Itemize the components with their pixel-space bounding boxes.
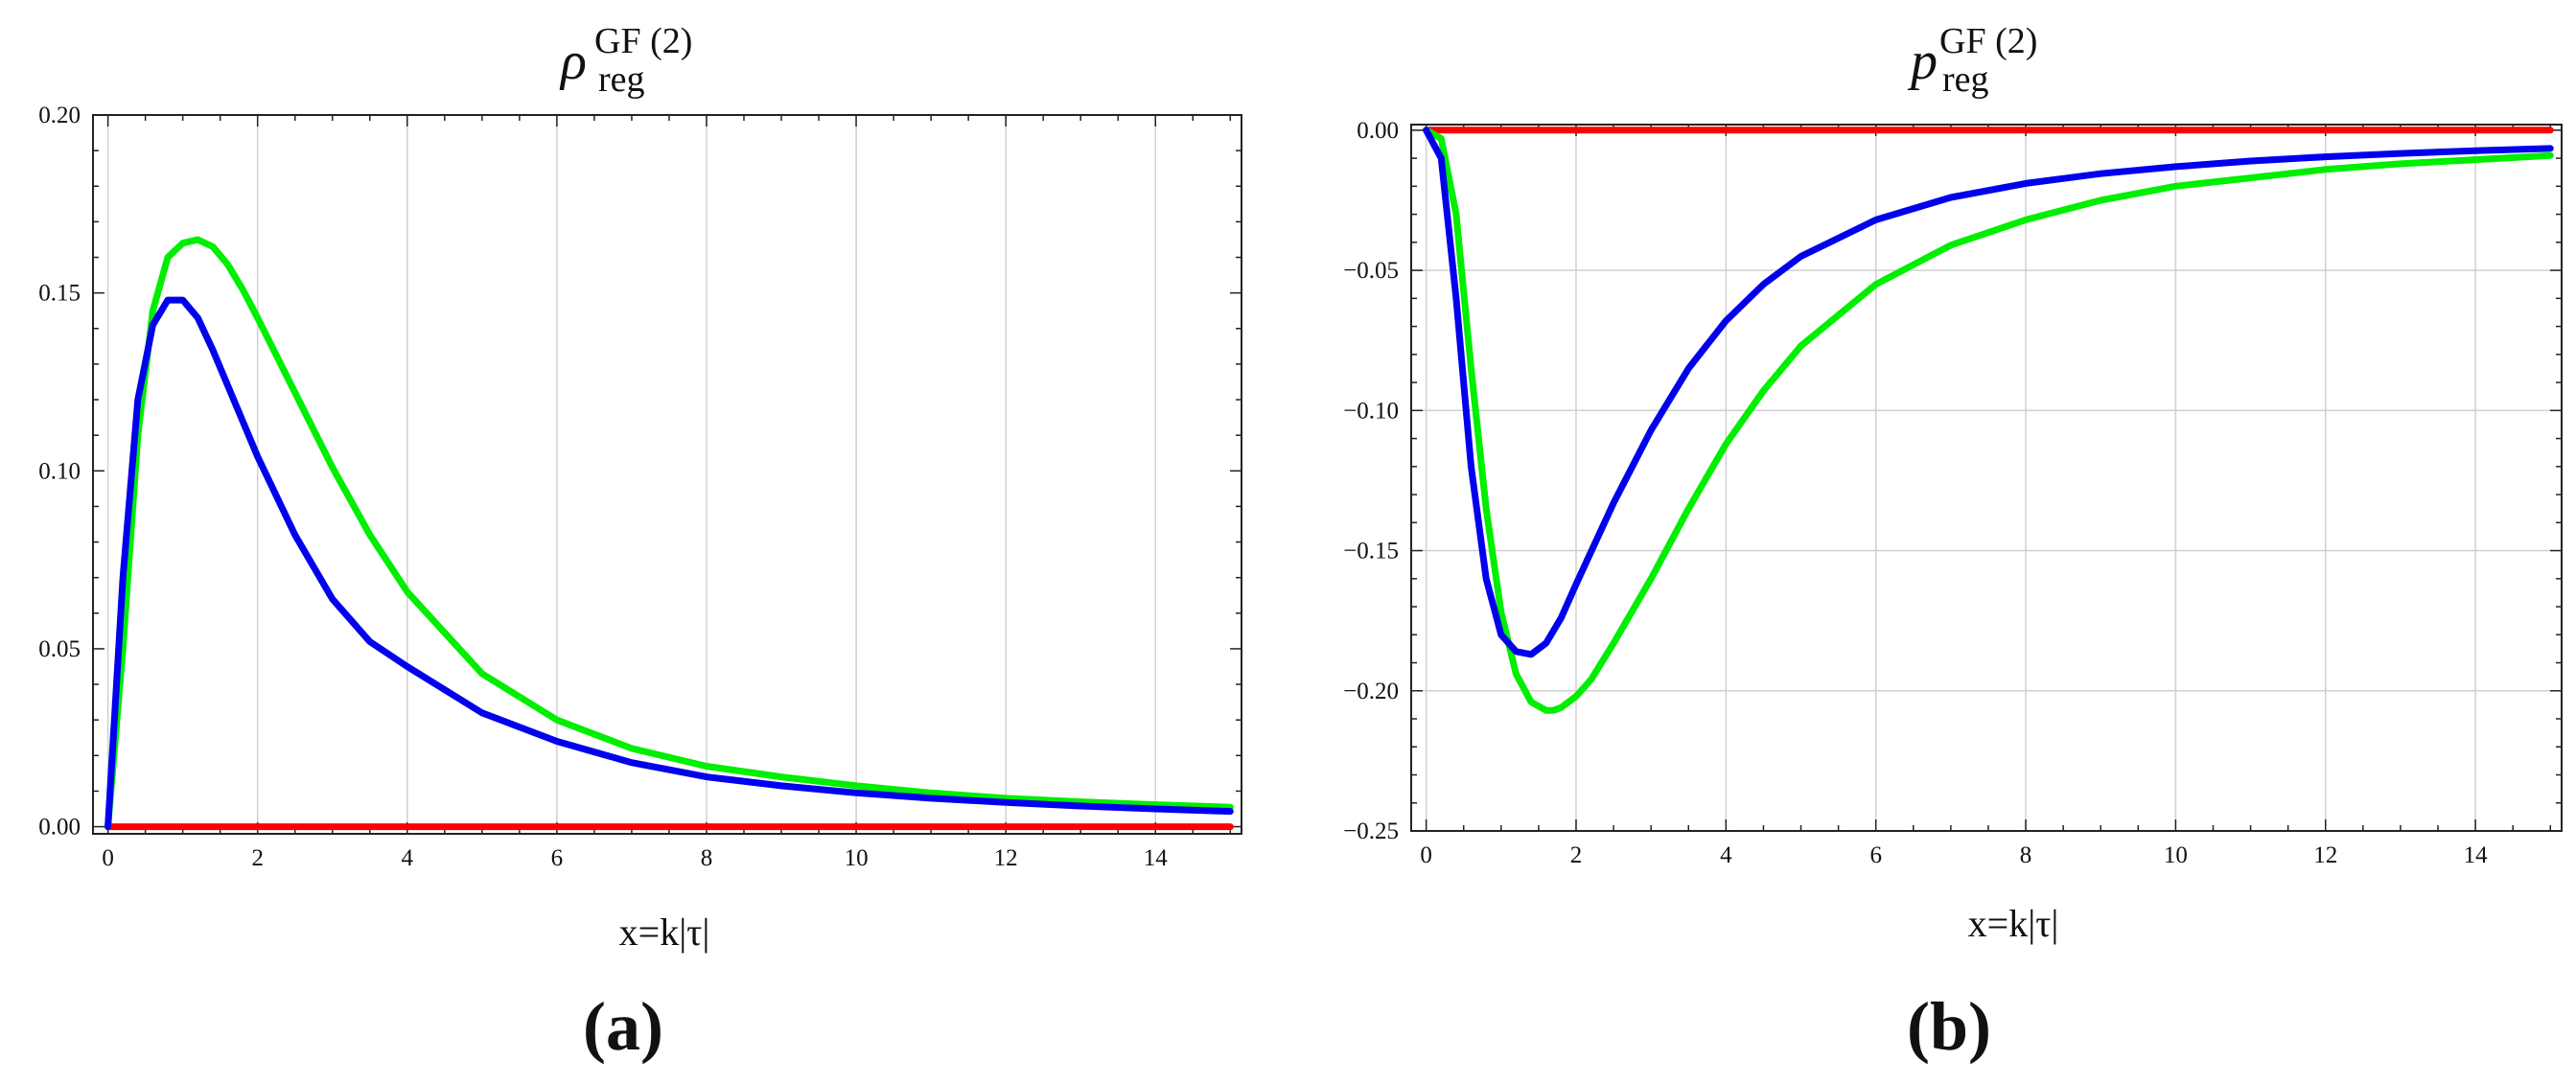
panel-a-y-tick-label: 0.00 — [38, 815, 81, 841]
panel-b-y-tick-label: −0.25 — [1343, 818, 1399, 844]
panel-a-x-tick-label: 0 — [102, 845, 114, 871]
panel-b-frame — [1410, 124, 2563, 832]
panel-b-y-tick-label: −0.05 — [1343, 258, 1399, 284]
panel-b-x-tick-label: 14 — [2464, 842, 2489, 868]
panel-a-title-superscript: GF (2) — [594, 21, 692, 61]
panel-a-x-axis-label: x=k|τ| — [619, 910, 710, 954]
panel-b-x-tick-label: 12 — [2313, 842, 2337, 868]
panel-a-x-tick-label: 14 — [1144, 845, 1169, 871]
panel-b-title-subscript: reg — [1942, 59, 1989, 100]
panel-a-y-tick-label: 0.05 — [38, 636, 81, 662]
panel-b-x-tick-label: 6 — [1869, 842, 1882, 868]
panel-b: p GF (2) reg 0 2 4 6 8 10 12 14 0.00 −0.05 −0.10 −0… — [1343, 21, 2563, 1065]
panel-a-title-symbol: ρ — [559, 32, 587, 91]
panel-a-plot-area: 0 2 4 6 8 10 12 14 0.00 0.05 0.10 0.15 0.20 — [38, 103, 1242, 871]
panel-b-y-tick-label: −0.10 — [1343, 398, 1399, 424]
panel-b-y-tick-label: 0.00 — [1357, 118, 1399, 144]
panel-a-y-tick-label: 0.15 — [38, 281, 81, 307]
panel-a-frame — [92, 114, 1242, 835]
panel-a-series-line-2 — [104, 236, 1234, 831]
panel-b-y-tick-label: −0.15 — [1343, 539, 1399, 565]
panel-b-label: (b) — [1907, 988, 1991, 1065]
panel-b-y-tick-label: −0.20 — [1343, 679, 1399, 704]
panel-a-x-tick-label: 8 — [701, 845, 713, 871]
panel-a-x-tick-label: 2 — [251, 845, 264, 871]
panel-b-x-tick-label: 8 — [2020, 842, 2032, 868]
panel-a-label: (a) — [583, 988, 663, 1065]
panel-b-x-tick-label: 0 — [1420, 842, 1432, 868]
panel-b-x-tick-label: 10 — [2164, 842, 2188, 868]
panel-a-y-tick-label: 0.20 — [38, 103, 81, 128]
panel-b-title-superscript: GF (2) — [1939, 21, 2037, 61]
panel-a: ρ GF (2) reg 0 2 4 6 8 10 12 14 0.00 0.05 0.10 0.15… — [38, 21, 1242, 1065]
panel-b-series-line-2 — [1423, 127, 2554, 714]
panel-a-x-tick-label: 12 — [994, 845, 1018, 871]
panel-b-title-symbol: p — [1907, 32, 1938, 91]
panel-b-x-tick-label: 2 — [1570, 842, 1583, 868]
panel-a-title-subscript: reg — [598, 59, 645, 100]
panel-a-x-tick-label: 4 — [402, 845, 414, 871]
panel-b-series-line-3 — [1423, 127, 2554, 658]
panel-b-x-axis-label: x=k|τ| — [1968, 902, 2059, 945]
panel-a-y-tick-label: 0.10 — [38, 458, 81, 484]
panel-a-series-line-3 — [104, 296, 1234, 831]
panel-a-x-tick-label: 6 — [551, 845, 564, 871]
panel-b-x-tick-label: 4 — [1720, 842, 1732, 868]
panel-a-x-tick-label: 10 — [845, 845, 869, 871]
panel-b-plot-area: 0 2 4 6 8 10 12 14 0.00 −0.05 −0.10 −0.15 −0.20 −0.25 — [1343, 118, 2563, 868]
